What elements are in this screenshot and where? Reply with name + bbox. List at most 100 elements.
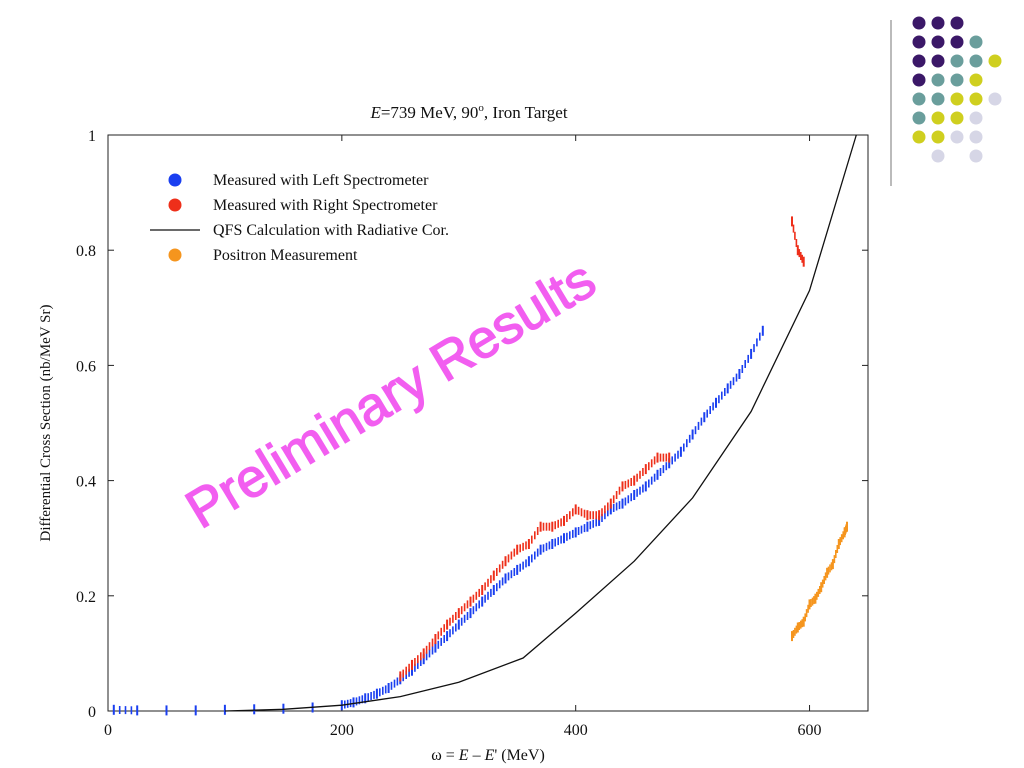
data-point (735, 373, 738, 382)
data-point (824, 572, 827, 581)
data-point (519, 544, 521, 553)
data-point (367, 693, 369, 702)
data-point (580, 525, 583, 534)
legend-dot-swatch (168, 198, 182, 212)
data-point (697, 421, 700, 430)
data-point (414, 663, 416, 672)
chart-title: E=739 MeV, 90o, Iron Target (369, 102, 567, 122)
legend-dot-swatch (168, 173, 182, 187)
data-point (496, 568, 498, 576)
data-point (694, 426, 697, 435)
data-point (124, 706, 127, 715)
data-point (492, 570, 495, 581)
decorative-dot (912, 54, 926, 68)
data-point (531, 554, 533, 563)
decorative-dot (931, 149, 945, 163)
data-point (542, 522, 545, 531)
data-point (434, 634, 437, 644)
y-axis-label: Differential Cross Section (nb/MeV Sr) (38, 305, 54, 542)
data-point (390, 681, 393, 690)
data-point (715, 397, 717, 408)
data-point (475, 603, 478, 612)
data-point (504, 573, 507, 584)
title-degree: o (478, 102, 484, 114)
data-point (469, 608, 472, 619)
data-point (633, 475, 636, 486)
decorative-dot (969, 73, 983, 87)
decorative-dot (969, 111, 983, 125)
data-point (481, 585, 484, 595)
data-point (627, 495, 630, 504)
data-point (513, 568, 516, 576)
data-point (653, 473, 656, 482)
decorative-dot (931, 92, 945, 106)
data-point (636, 488, 638, 497)
data-point (165, 705, 168, 716)
data-point (534, 531, 536, 540)
data-point (732, 377, 735, 386)
data-point (560, 518, 562, 527)
data-point (804, 613, 806, 622)
data-point (691, 429, 694, 440)
data-point (513, 548, 516, 557)
data-point (820, 582, 823, 593)
data-point (607, 502, 609, 511)
data-point (536, 548, 539, 557)
data-point (460, 606, 463, 615)
data-point (615, 491, 618, 499)
data-point (795, 625, 798, 634)
data-point (794, 627, 796, 636)
data-point (417, 655, 419, 664)
data-point (563, 533, 565, 544)
data-point (574, 504, 577, 515)
data-point (484, 582, 486, 591)
data-point (460, 617, 463, 626)
x-tick-label: 400 (564, 722, 588, 739)
data-point (819, 586, 821, 594)
decorative-dot (931, 111, 945, 125)
data-point (572, 508, 574, 517)
data-point (817, 588, 820, 597)
data-point (668, 458, 671, 469)
data-point (498, 564, 501, 573)
decorative-dot (950, 130, 964, 144)
data-point (621, 481, 624, 492)
data-point (595, 518, 597, 527)
qfs-curve-line (224, 134, 857, 712)
data-point (393, 679, 396, 688)
data-point (589, 511, 592, 520)
data-point (813, 596, 815, 605)
data-point (700, 417, 703, 426)
data-point (431, 646, 434, 655)
data-point (519, 563, 521, 572)
data-point (644, 464, 647, 475)
data-point (463, 603, 466, 612)
data-point (840, 534, 843, 543)
data-point (721, 391, 723, 400)
data-point (800, 252, 802, 260)
data-point (501, 560, 504, 569)
legend-label: QFS Calculation with Radiative Cor. (213, 222, 449, 239)
data-point (636, 473, 638, 482)
data-point (659, 453, 662, 462)
data-point (525, 541, 527, 550)
data-point (370, 692, 372, 700)
data-point (827, 566, 830, 575)
data-point (466, 612, 469, 620)
data-point (490, 575, 492, 584)
data-point (709, 406, 711, 414)
decorative-dot (912, 73, 926, 87)
data-point (703, 412, 706, 423)
data-point (814, 593, 817, 604)
data-point (607, 508, 609, 517)
y-tick-label: 0.4 (76, 474, 96, 491)
data-point (510, 570, 513, 579)
data-point (598, 510, 601, 521)
decorative-dot (969, 149, 983, 163)
data-point (837, 539, 840, 549)
decorative-dot (969, 92, 983, 106)
data-point (437, 631, 440, 640)
data-point (405, 666, 407, 675)
data-point (665, 462, 668, 471)
